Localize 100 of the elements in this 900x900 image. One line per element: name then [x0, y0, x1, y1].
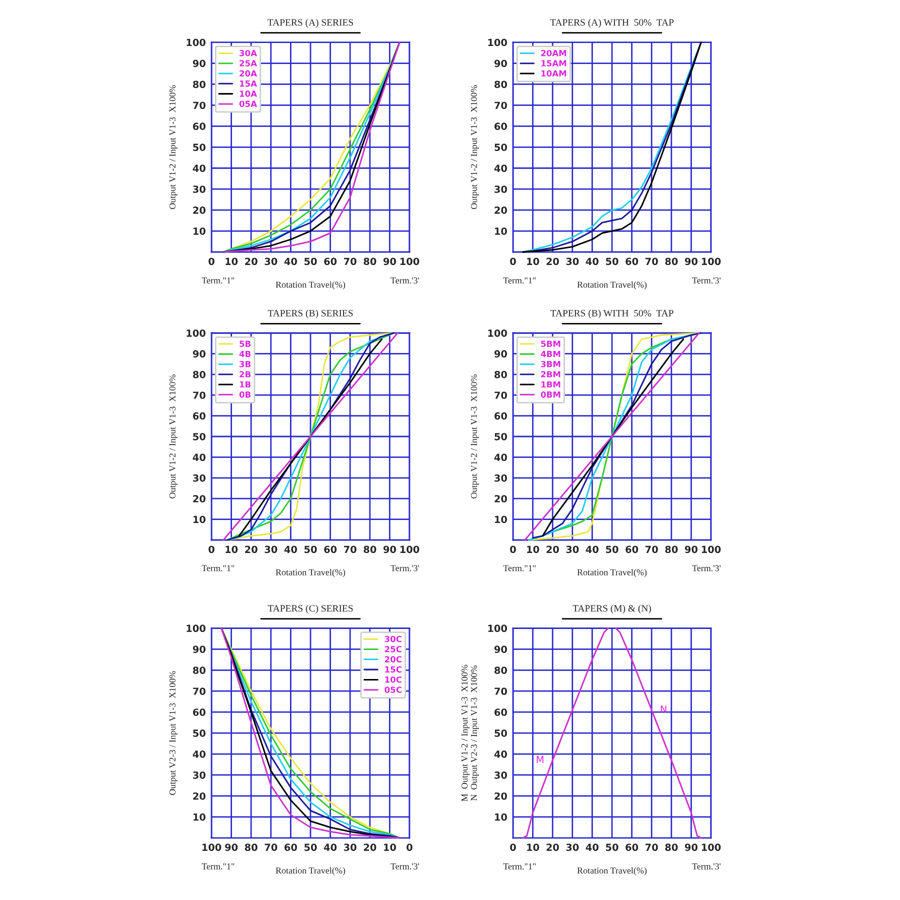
x-tick-label: 60 — [626, 844, 638, 851]
x-tick-label: 80 — [665, 258, 678, 266]
x-tick-label: 40 — [586, 258, 598, 266]
legend-label: 0BM — [540, 391, 560, 398]
y-tick-label: 80 — [193, 666, 206, 674]
y-tick-label: 80 — [494, 666, 507, 674]
x-tick-label: 70 — [344, 258, 356, 266]
y-tick-label: 90 — [192, 350, 206, 358]
y-tick-label: 50 — [494, 730, 507, 737]
legend-label: 2BM — [541, 371, 560, 378]
x-axis-title: Rotation Travel(%) — [577, 568, 647, 578]
y-axis-title: Output V1-2 / Input V1-3 X100% — [470, 85, 479, 210]
x-tick-label: 0 — [406, 844, 412, 851]
y-tick-label: 100 — [186, 38, 206, 46]
legend-label: 3BM — [541, 360, 560, 368]
y-tick-label: 10 — [495, 813, 507, 821]
x-tick-label: 20 — [546, 844, 559, 851]
x-tick-label: 40 — [586, 546, 598, 554]
series-label: N — [660, 706, 666, 713]
x-tick-label: 70 — [645, 844, 658, 851]
text: Term."1" — [503, 277, 536, 284]
x-axis-title: Rotation Travel(%) — [276, 568, 346, 578]
y-tick-label: 40 — [192, 164, 206, 172]
line-series — [522, 42, 702, 253]
legend-label: 25A — [240, 60, 258, 66]
legend-label: 05C — [384, 686, 402, 693]
y-tick-label: 90 — [192, 646, 206, 653]
x-tick-label: 30 — [344, 844, 356, 851]
y-tick-label: 60 — [193, 412, 206, 420]
x-tick-label: 20 — [364, 844, 376, 851]
legend-label: 30C — [384, 636, 402, 642]
x-axis-title: Rotation Travel(%) — [276, 281, 346, 290]
y-axis-title: Output V1-2 / Input V1-3 X100% — [169, 85, 178, 210]
legend-label: 20C — [384, 656, 402, 662]
text: Term.'3' — [390, 863, 420, 870]
y-tick-label: 70 — [494, 688, 507, 695]
y-tick-label: 100 — [488, 329, 507, 337]
y-tick-label: 70 — [193, 392, 206, 399]
x-tick-label: 80 — [364, 258, 376, 266]
x-tick-label: 80 — [665, 844, 678, 851]
legend-label: 10C — [385, 676, 402, 683]
x-tick-label: 50 — [606, 258, 618, 266]
x-tick-label: 90 — [684, 258, 698, 266]
x-tick-label: 0 — [208, 258, 214, 266]
y-tick-label: 80 — [494, 80, 507, 88]
x-tick-label: 50 — [304, 546, 317, 554]
x-tick-label: 90 — [383, 258, 396, 266]
x-tick-label: 50 — [606, 844, 618, 851]
x-tick-label: 100 — [202, 844, 222, 851]
x-tick-label: 30 — [264, 546, 278, 554]
x-tick-label: 10 — [384, 844, 396, 851]
legend-label: 4BM — [540, 350, 560, 357]
text: Term.'3' — [390, 565, 420, 572]
x-tick-label: 20 — [245, 546, 258, 554]
x-tick-label: 0 — [510, 258, 516, 266]
x-tick-label: 70 — [344, 546, 356, 554]
y-tick-label: 40 — [192, 454, 206, 462]
chart-title: TAPERS (A) WITH 50% TAP — [550, 18, 674, 28]
x-tick-label: 0 — [208, 546, 214, 554]
text: Term.'3' — [692, 863, 721, 870]
x-tick-label: 60 — [284, 844, 297, 851]
x-tick-label: 60 — [626, 258, 638, 266]
legend-label: 0B — [239, 391, 251, 398]
legend-label: 05A — [239, 100, 258, 107]
x-tick-label: 40 — [324, 844, 337, 851]
legend-label: 10A — [240, 90, 258, 97]
x-tick-label: 10 — [527, 546, 540, 554]
x-tick-label: 0 — [510, 546, 516, 554]
x-tick-label: 60 — [324, 258, 337, 266]
y-tick-label: 40 — [192, 750, 206, 758]
text: Term.'3' — [692, 277, 721, 284]
y-tick-label: 70 — [193, 102, 206, 110]
x-tick-label: 10 — [226, 258, 238, 266]
y-tick-label: 70 — [494, 102, 507, 110]
y-tick-label: 40 — [494, 454, 507, 462]
y-tick-label: 10 — [495, 228, 507, 235]
chart-title: TAPERS (B) WITH 50% TAP — [550, 310, 674, 318]
text: Term.'3' — [692, 565, 721, 572]
x-tick-label: 70 — [645, 546, 658, 554]
y-tick-label: 90 — [192, 60, 206, 68]
y-axis-title: M Output V1-2 / Input V1-3 X100% N Output V2-3 / Input V1-3 X100% — [461, 664, 479, 802]
x-tick-label: 30 — [264, 258, 278, 266]
x-tick-label: 60 — [626, 546, 638, 554]
x-tick-label: 20 — [546, 546, 559, 554]
y-tick-label: 40 — [494, 750, 507, 758]
legend-label: 1BM — [541, 381, 560, 388]
x-tick-label: 100 — [702, 546, 721, 554]
legend-label: 1B — [240, 381, 251, 388]
legend-label: 5BM — [541, 340, 560, 347]
y-tick-label: 80 — [193, 80, 206, 88]
line-series — [615, 627, 702, 839]
x-tick-label: 0 — [510, 844, 516, 851]
x-tick-label: 20 — [546, 258, 559, 266]
y-tick-label: 10 — [194, 516, 206, 524]
text: Term."1" — [202, 277, 234, 284]
series-label: M — [536, 756, 544, 763]
y-tick-label: 60 — [494, 708, 507, 716]
y-tick-label: 50 — [494, 144, 507, 151]
legend-label: 10AM — [541, 70, 566, 77]
x-tick-label: 30 — [566, 258, 579, 266]
